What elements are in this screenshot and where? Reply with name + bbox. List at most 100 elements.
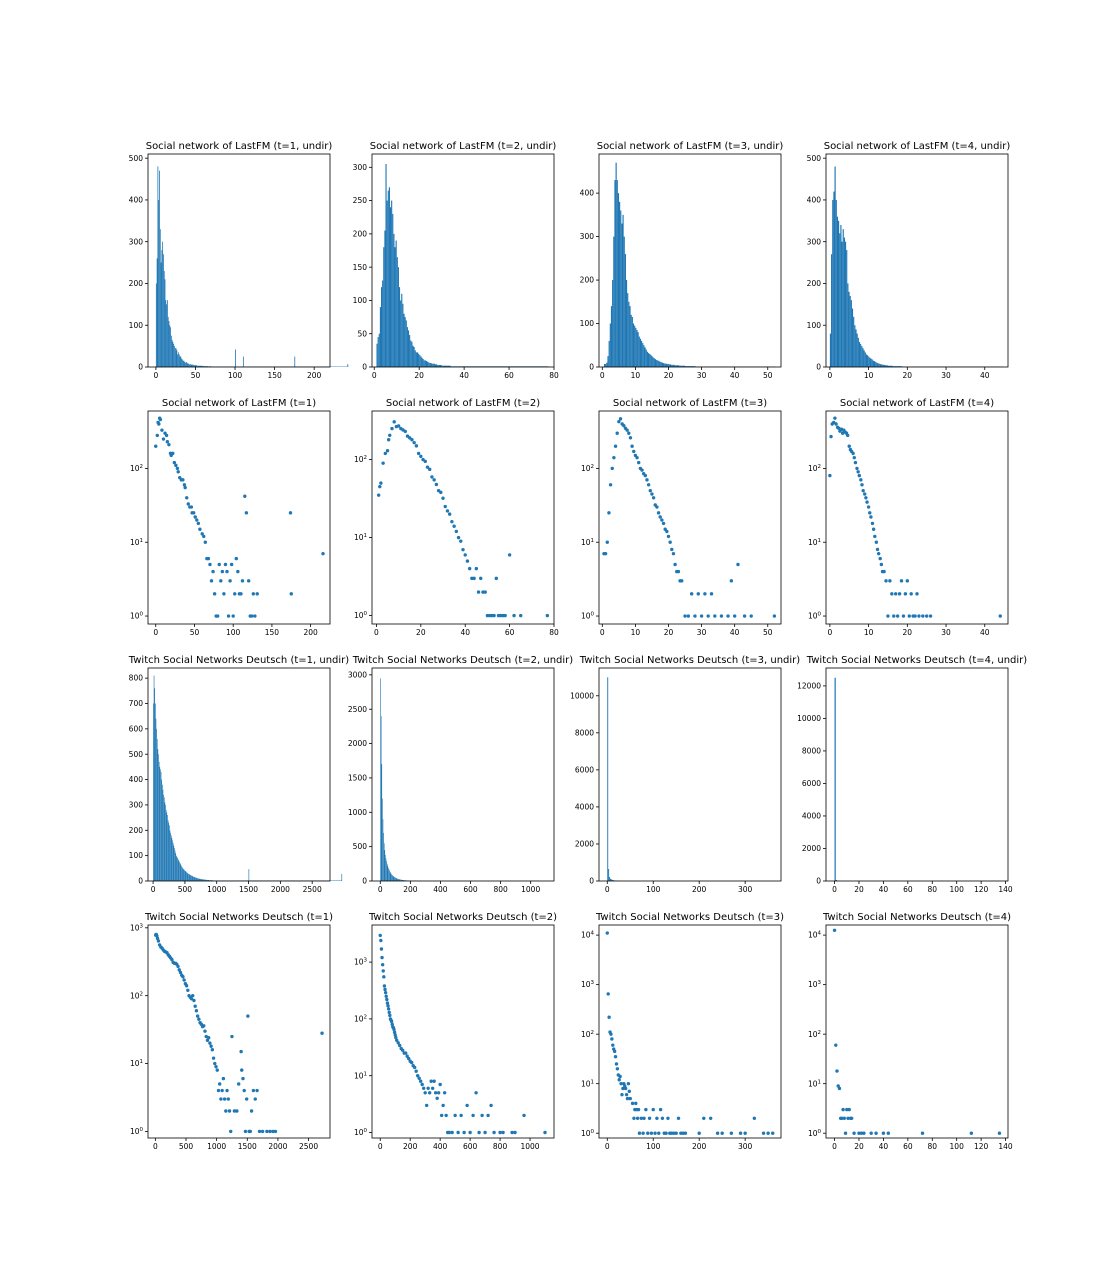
histogram-bar (178, 354, 180, 367)
histogram-bar (197, 365, 199, 367)
scatter-point (450, 519, 454, 524)
scatter-point (665, 529, 669, 534)
scatter-point (666, 534, 671, 539)
scatter-point (211, 1056, 216, 1060)
scatter-point (833, 416, 837, 420)
subplot-title: Twitch Social Networks Deutsch (t=2) (368, 912, 557, 923)
scatter-point (416, 451, 421, 456)
scatter-point (686, 614, 691, 618)
y-tick-label: 600 (129, 724, 144, 733)
scatter-point (625, 1096, 630, 1101)
scatter-point (253, 614, 257, 618)
histogram-bar (649, 353, 651, 367)
histogram-bar (388, 869, 390, 881)
scatter-point (859, 478, 863, 482)
scatter-point (412, 440, 416, 445)
scatter-point (624, 1092, 629, 1097)
histogram-bar (183, 868, 184, 881)
y-tick-label: 1000 (348, 808, 367, 817)
scatter-point (243, 1129, 248, 1134)
scatter-point (613, 444, 618, 448)
scatter-point (176, 964, 180, 969)
scatter-point (407, 1056, 411, 1061)
histogram-bar (396, 878, 398, 881)
x-tick-label: 500 (179, 1142, 194, 1151)
axes-frame (825, 924, 1009, 1139)
scatter-point (415, 1074, 420, 1078)
scatter-point (418, 1079, 423, 1083)
histogram-bar (607, 677, 609, 881)
histogram-bar (381, 764, 383, 881)
scatter-point (379, 938, 383, 943)
scatter-point (410, 1060, 414, 1065)
histogram-bar (401, 879, 403, 881)
x-tick-label: 1000 (207, 885, 226, 894)
histogram-bar (197, 878, 198, 881)
histogram-bar (842, 229, 844, 367)
histogram-bar (195, 365, 197, 367)
histogram-bar (197, 365, 198, 367)
scatter-point (444, 1113, 448, 1118)
histogram-bar (659, 361, 661, 367)
subplot-11: Twitch Social Networks Deutsch (t=3, und… (570, 655, 800, 894)
histogram-bar (665, 363, 667, 367)
scatter-point (438, 1082, 442, 1087)
histogram-bar (611, 879, 613, 881)
scatter-point (176, 470, 180, 474)
scatter-point (607, 1015, 611, 1019)
histogram-bar (682, 365, 684, 367)
scatter-point (209, 579, 214, 583)
scatter-point (676, 569, 681, 574)
scatter-point (494, 576, 498, 581)
histogram-bar (155, 718, 157, 881)
y-tick-label: 100 (354, 611, 368, 620)
histogram-bar (876, 362, 878, 367)
scatter-point (606, 992, 610, 996)
scatter-point (394, 1035, 398, 1040)
subplot-7: Social network of LastFM (t=3) 0 10 20 30 40 5… (581, 398, 782, 637)
histogram-bar (675, 365, 677, 367)
histogram-bar (182, 359, 183, 367)
histogram-bar (399, 879, 401, 881)
histogram-bar (180, 864, 182, 881)
x-tick-label: 80 (549, 371, 559, 380)
scatter-point (882, 569, 886, 574)
scatter-point (627, 431, 631, 435)
histogram-bar (836, 216, 838, 367)
histogram-bar (612, 280, 614, 367)
x-tick-label: 0 (372, 371, 377, 380)
scatter-point (656, 511, 661, 515)
scatter-point (632, 449, 636, 454)
x-tick-label: 100 (646, 885, 661, 894)
histogram-bar (177, 859, 179, 881)
scatter-point (155, 936, 160, 941)
scatter-point (380, 955, 384, 960)
scatter-point (220, 1088, 224, 1093)
scatter-point (385, 997, 389, 1002)
histogram-bar (205, 366, 207, 367)
y-tick-label: 200 (807, 279, 822, 288)
histogram-bar (337, 880, 338, 881)
y-tick-label: 500 (129, 154, 144, 163)
scatter-point (886, 1131, 890, 1135)
histogram-bar (874, 361, 876, 367)
histogram-bar (386, 863, 388, 881)
histogram-bar (336, 880, 337, 881)
scatter-point (189, 505, 194, 509)
histogram-bar (183, 869, 185, 881)
scatter-point (671, 551, 676, 556)
histogram-bar (686, 366, 688, 367)
histogram-bar (379, 307, 381, 367)
scatter-point (637, 1131, 642, 1135)
histogram-bar (603, 363, 606, 367)
scatter-point (155, 433, 159, 438)
scatter-point (459, 539, 463, 543)
histogram-bar (879, 364, 881, 367)
histogram-bar (624, 253, 626, 367)
y-tick-label: 101 (581, 538, 594, 547)
histogram-bar (656, 360, 658, 367)
x-tick-label: 20 (414, 371, 424, 380)
scatter-point (425, 465, 430, 469)
scatter-point (439, 490, 443, 495)
scatter-point (396, 1041, 400, 1045)
